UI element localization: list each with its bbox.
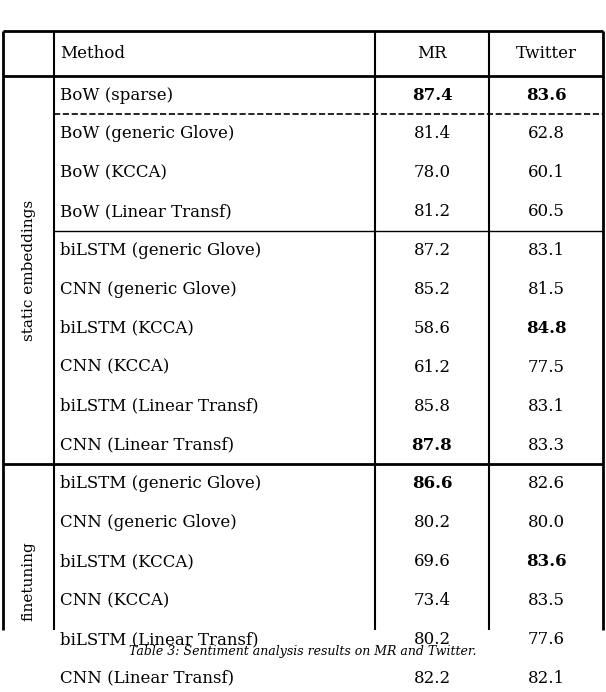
Text: 86.6: 86.6 (411, 475, 452, 493)
Text: 83.6: 83.6 (525, 553, 566, 570)
Text: CNN (Linear Transf): CNN (Linear Transf) (60, 670, 234, 687)
Text: 87.2: 87.2 (413, 242, 450, 259)
Text: biLSTM (Linear Transf): biLSTM (Linear Transf) (60, 631, 259, 648)
Text: biLSTM (generic Glove): biLSTM (generic Glove) (60, 475, 261, 493)
Text: 81.4: 81.4 (413, 125, 450, 143)
Text: Twitter: Twitter (516, 45, 576, 62)
Text: 69.6: 69.6 (414, 553, 450, 570)
Text: finetuning: finetuning (22, 541, 36, 621)
Text: BoW (sparse): BoW (sparse) (60, 86, 173, 104)
Text: 87.8: 87.8 (411, 437, 452, 453)
Text: CNN (generic Glove): CNN (generic Glove) (60, 514, 237, 531)
Text: CNN (Linear Transf): CNN (Linear Transf) (60, 437, 234, 453)
Text: 82.1: 82.1 (527, 670, 565, 687)
Text: 85.2: 85.2 (413, 281, 450, 298)
Text: 82.6: 82.6 (527, 475, 564, 493)
Text: 80.2: 80.2 (413, 631, 450, 648)
Text: 83.5: 83.5 (527, 592, 564, 609)
Text: 60.5: 60.5 (528, 203, 564, 220)
Text: 80.2: 80.2 (413, 514, 450, 531)
Text: BoW (KCCA): BoW (KCCA) (60, 164, 167, 181)
Text: Method: Method (60, 45, 125, 62)
Text: 60.1: 60.1 (527, 164, 564, 181)
Text: 81.5: 81.5 (527, 281, 564, 298)
Text: biLSTM (KCCA): biLSTM (KCCA) (60, 320, 194, 337)
Text: 83.1: 83.1 (527, 398, 565, 415)
Text: 85.8: 85.8 (413, 398, 450, 415)
Text: static embeddings: static embeddings (22, 199, 36, 340)
Text: 81.2: 81.2 (413, 203, 450, 220)
Text: 61.2: 61.2 (413, 358, 450, 376)
Text: 73.4: 73.4 (413, 592, 450, 609)
Text: 83.1: 83.1 (527, 242, 565, 259)
Text: 58.6: 58.6 (413, 320, 450, 337)
Text: CNN (KCCA): CNN (KCCA) (60, 358, 170, 376)
Text: 80.0: 80.0 (527, 514, 565, 531)
Text: CNN (generic Glove): CNN (generic Glove) (60, 281, 237, 298)
Text: 87.4: 87.4 (411, 86, 452, 104)
Text: BoW (generic Glove): BoW (generic Glove) (60, 125, 235, 143)
Text: 62.8: 62.8 (527, 125, 564, 143)
Text: biLSTM (Linear Transf): biLSTM (Linear Transf) (60, 398, 259, 415)
Text: 78.0: 78.0 (413, 164, 450, 181)
Text: 83.3: 83.3 (527, 437, 565, 453)
Text: 77.5: 77.5 (527, 358, 564, 376)
Text: CNN (KCCA): CNN (KCCA) (60, 592, 170, 609)
Text: 77.6: 77.6 (527, 631, 564, 648)
Text: biLSTM (KCCA): biLSTM (KCCA) (60, 553, 194, 570)
Text: 82.2: 82.2 (413, 670, 450, 687)
Text: MR: MR (417, 45, 447, 62)
Text: Table 3: Sentiment analysis results on MR and Twitter.: Table 3: Sentiment analysis results on M… (129, 645, 477, 657)
Text: 84.8: 84.8 (525, 320, 566, 337)
Text: 83.6: 83.6 (525, 86, 566, 104)
Text: biLSTM (generic Glove): biLSTM (generic Glove) (60, 242, 261, 259)
Text: BoW (Linear Transf): BoW (Linear Transf) (60, 203, 231, 220)
